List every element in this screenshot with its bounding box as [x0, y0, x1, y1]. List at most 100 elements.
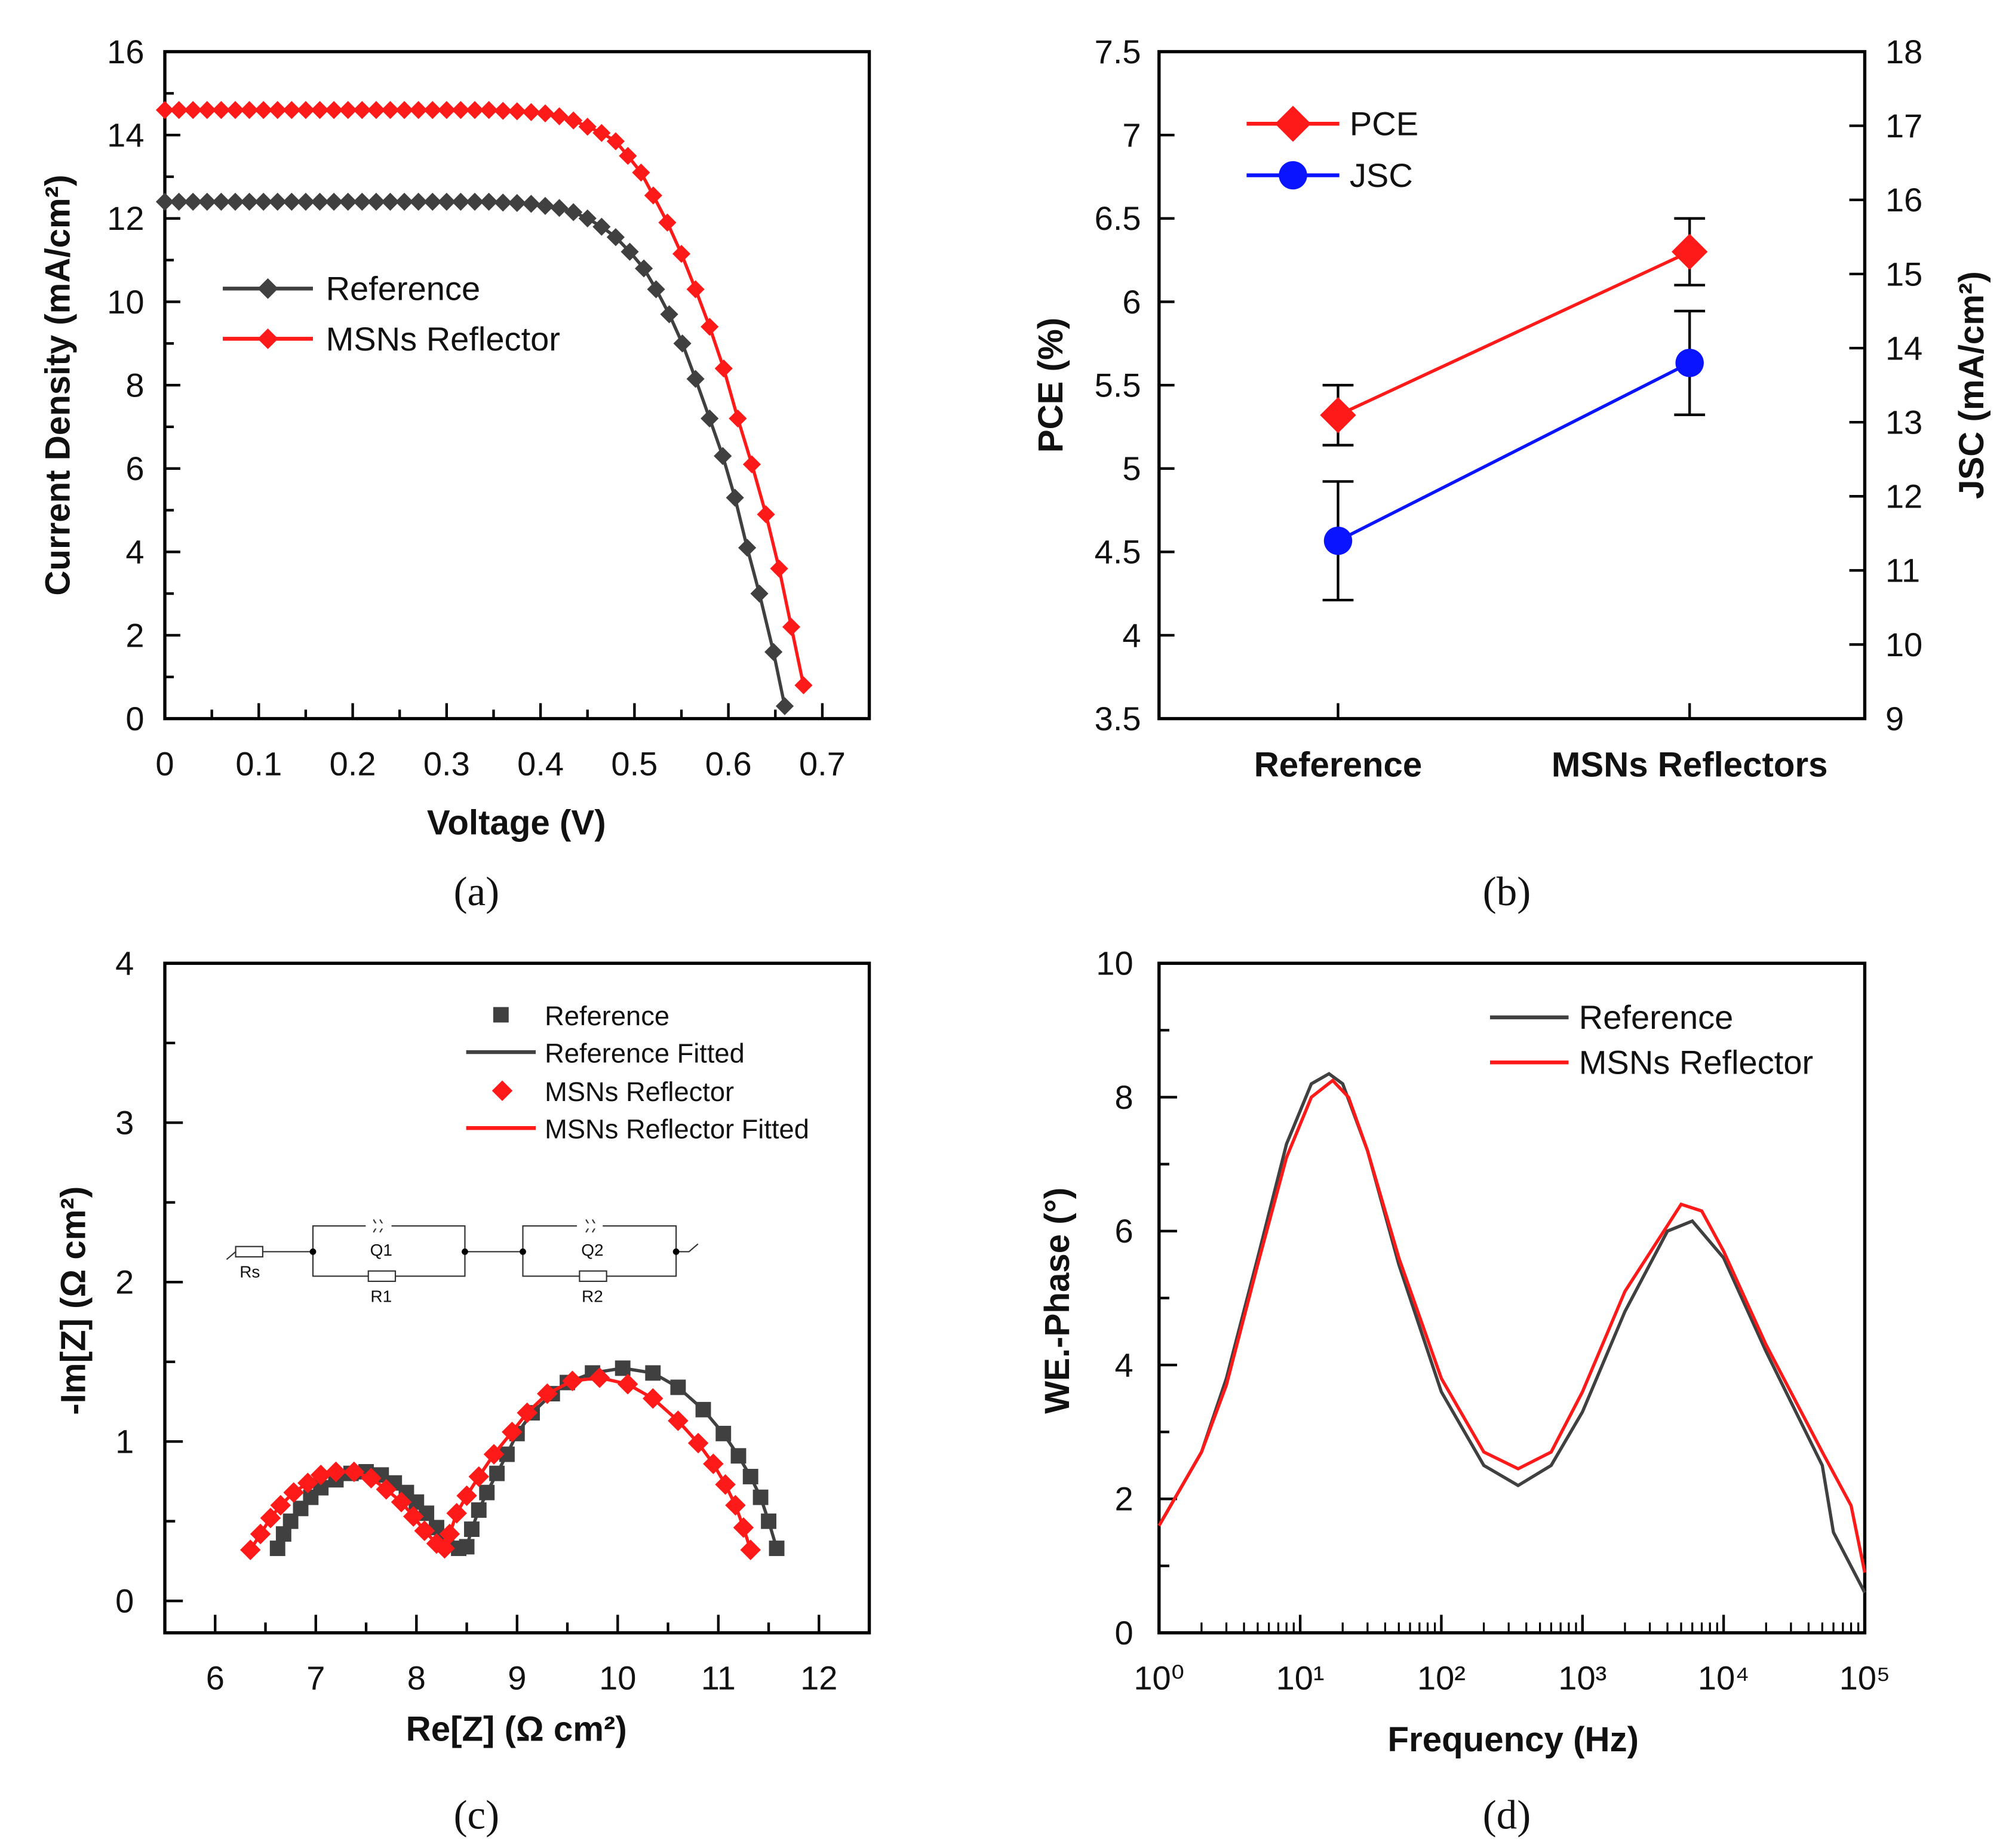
- data-point: [536, 104, 555, 122]
- plot-frame: [1157, 50, 1867, 721]
- data-point: [644, 186, 662, 205]
- data-point: [738, 539, 757, 557]
- y2-tick-label: 18: [1885, 33, 1922, 70]
- data-point: [480, 101, 498, 119]
- data-point: [635, 259, 653, 278]
- y-tick-label: 4: [1114, 1346, 1133, 1383]
- data-point: [672, 245, 691, 263]
- x-tick-label: 11: [701, 1659, 736, 1696]
- y-tick-label: 4: [1122, 616, 1141, 654]
- data-point: [564, 111, 583, 130]
- panel-a-jv-curve: Voltage (V) Current Density (mA/cm²) (a)…: [38, 33, 871, 914]
- x-tick-label: 10: [599, 1659, 636, 1696]
- data-point: [381, 192, 400, 211]
- data-point: [550, 107, 569, 125]
- x-category-label: MSNs Reflectors: [1552, 746, 1828, 785]
- x-tick-label: 6: [206, 1659, 225, 1696]
- circuit-label-r2: R2: [582, 1287, 603, 1305]
- y-tick-label: 1: [115, 1423, 134, 1460]
- x-tick-label: 0.5: [611, 745, 658, 782]
- x-tick-label: 10³: [1558, 1659, 1606, 1696]
- x-axis-title: Voltage (V): [427, 804, 606, 842]
- data-point: [184, 192, 202, 211]
- y-axis-title: Current Density (mA/cm²): [38, 174, 77, 595]
- x-tick-label: 0.2: [330, 745, 376, 782]
- series-line-msns-reflector: [1157, 1078, 1867, 1573]
- series-pce: [1320, 217, 1708, 447]
- y-tick-label: 4: [115, 945, 134, 982]
- x-tick-label: 10⁴: [1698, 1659, 1749, 1696]
- y2-tick-label: 9: [1885, 700, 1904, 737]
- legend-marker: [493, 1007, 509, 1023]
- x-tick-label: 10⁵: [1839, 1659, 1891, 1696]
- data-point: [155, 192, 174, 211]
- data-point: [437, 192, 456, 211]
- panel-b-pce-jsc: PCE (%) JSC (mA/cm²) (b) 3.5 4 4.5 5 5.5 6 6.5…: [1031, 33, 1991, 914]
- data-point: [606, 132, 625, 150]
- x-tick-label: 0.7: [799, 745, 846, 782]
- panel-c-nyquist: Re[Z] (Ω cm²) -Im[Z] (Ω cm²) (c) Rs Q1 R…: [54, 945, 871, 1837]
- x-tick-label: 10⁰: [1133, 1659, 1184, 1696]
- legend-label: Reference Fitted: [545, 1038, 745, 1068]
- data-point: [726, 488, 744, 507]
- legend-label: Reference: [1579, 998, 1734, 1036]
- data-point: [740, 1539, 761, 1561]
- circuit-label-r1: R1: [370, 1287, 392, 1305]
- y2-axis-title: JSC (mA/cm²): [1952, 271, 1991, 499]
- y2-tick-label: 12: [1885, 478, 1922, 515]
- y-tick-label: 3.5: [1095, 700, 1141, 737]
- caption-d: (d): [1483, 1792, 1531, 1837]
- y-axis-title: -Im[Z] (Ω cm²): [54, 1186, 93, 1415]
- caption-c: (c): [454, 1792, 500, 1837]
- data-point: [757, 505, 775, 524]
- data-point: [494, 193, 512, 212]
- data-point: [550, 199, 569, 217]
- data-point: [282, 101, 301, 119]
- y2-tick-label: 13: [1885, 404, 1922, 441]
- y-tick-label: 16: [107, 33, 144, 70]
- data-point: [184, 101, 202, 119]
- y-tick-label: 2: [115, 1263, 134, 1301]
- legend-label: MSNs Reflector Fitted: [545, 1114, 809, 1145]
- data-point: [1320, 397, 1356, 433]
- legend-marker: [1274, 106, 1311, 142]
- data-point: [240, 101, 259, 119]
- data-point: [409, 192, 428, 211]
- data-point: [155, 101, 174, 119]
- data-point: [170, 101, 188, 119]
- data-point: [794, 676, 813, 694]
- data-point: [673, 334, 692, 353]
- data-point: [212, 101, 231, 119]
- y-tick-label: 6: [1122, 283, 1141, 321]
- y2-tick-label: 10: [1885, 626, 1922, 663]
- data-point: [1323, 526, 1353, 555]
- data-point: [339, 101, 357, 119]
- data-point: [660, 305, 678, 324]
- legend-label: PCE: [1350, 105, 1418, 143]
- series-reference: [269, 1360, 785, 1557]
- data-point: [367, 101, 385, 119]
- y-tick-label: 8: [1114, 1078, 1133, 1116]
- data-point: [1675, 349, 1704, 377]
- data-point: [226, 101, 245, 119]
- legend-marker: [492, 1080, 513, 1102]
- y-tick-label: 3: [115, 1104, 134, 1142]
- data-point: [592, 124, 611, 142]
- plot-frame: [163, 50, 871, 721]
- data-point: [647, 280, 665, 299]
- x-tick-label: 0.6: [705, 745, 752, 782]
- equivalent-circuit: [226, 1219, 699, 1282]
- data-point: [170, 192, 188, 211]
- data-point: [592, 217, 611, 236]
- x-tick-label: 8: [407, 1659, 426, 1696]
- caption-a: (a): [454, 869, 500, 914]
- series-msns-reflector: [240, 1367, 761, 1561]
- y2-tick-label: 11: [1885, 552, 1920, 589]
- data-point: [522, 103, 540, 121]
- y-tick-label: 7: [1122, 116, 1141, 154]
- data-point: [770, 559, 788, 578]
- x-axis-title: Re[Z] (Ω cm²): [406, 1710, 627, 1749]
- data-point: [742, 455, 761, 473]
- legend-marker: [1279, 161, 1307, 190]
